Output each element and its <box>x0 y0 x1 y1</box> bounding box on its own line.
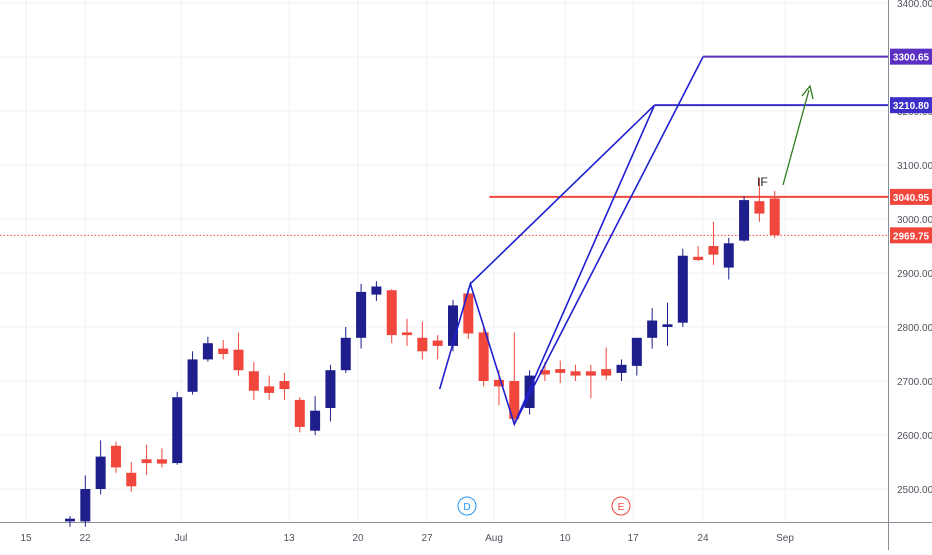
candle-body <box>524 375 535 408</box>
annotation-label: IF <box>757 175 768 189</box>
y-tick-label: 2700.00 <box>897 377 932 388</box>
candle-body <box>585 371 596 376</box>
event-marker <box>457 496 477 516</box>
candle-body <box>509 381 520 419</box>
candle-body <box>417 337 428 352</box>
x-axis: 15 22 Jul 13 20 27 Aug 10 17 24 Sep <box>20 533 794 544</box>
price-label: 3210.80 <box>893 101 930 112</box>
y-tick-label: 3000.00 <box>897 215 932 226</box>
candle-body <box>95 456 106 489</box>
price-label-box <box>890 227 932 244</box>
candle-body <box>463 293 474 334</box>
event-marker <box>611 496 631 516</box>
y-tick-label: 2800.00 <box>897 323 932 334</box>
price-label-box <box>890 48 932 65</box>
candle-body <box>156 459 167 464</box>
candle-body <box>172 397 183 464</box>
price-label: 2969.75 <box>893 231 930 242</box>
candle-body <box>555 369 566 373</box>
candle-body <box>126 472 137 487</box>
candle-body <box>478 332 489 381</box>
candle-body <box>708 246 719 255</box>
candle-body <box>570 371 581 376</box>
candle-body <box>539 370 550 375</box>
x-tick-label: 20 <box>352 533 364 544</box>
candle-body <box>647 320 658 338</box>
y-tick-label: 3100.00 <box>897 161 932 172</box>
x-tick-label: Aug <box>485 533 503 544</box>
x-tick-label: 27 <box>421 533 433 544</box>
x-tick-label: 13 <box>283 533 295 544</box>
candles <box>65 177 780 527</box>
candle-body <box>432 340 443 346</box>
price-label-box <box>890 188 932 205</box>
event-marker-label: D <box>463 502 470 513</box>
candle-body <box>233 349 244 371</box>
candle-body <box>723 243 734 268</box>
candle-body <box>340 337 351 371</box>
price-label: 3300.65 <box>893 53 930 64</box>
x-tick-label: 22 <box>79 533 91 544</box>
projection-arrow-head <box>801 84 814 100</box>
axis-corner <box>889 523 932 550</box>
event-marker-label: E <box>618 502 625 513</box>
candle-body <box>693 256 704 261</box>
candle-body <box>356 291 367 338</box>
y-tick-label: 2900.00 <box>897 269 932 280</box>
x-tick-label: Sep <box>776 533 794 544</box>
y-axis: 2500.00 2600.00 2700.00 2800.00 2900.00 3000.… <box>897 0 932 496</box>
harmonic-pattern-b <box>513 56 704 425</box>
candle-body <box>310 410 321 431</box>
candle-body <box>739 200 750 241</box>
candle-body <box>294 399 305 427</box>
candle-body <box>218 348 229 354</box>
candle-body <box>279 381 290 390</box>
x-tick-label: Jul <box>175 533 188 544</box>
candle-body <box>187 359 198 392</box>
candle-body <box>141 459 152 464</box>
x-tick-label: 10 <box>559 533 571 544</box>
candle-body <box>448 305 458 346</box>
price-label: 3040.95 <box>893 193 930 204</box>
candle-body <box>601 369 612 376</box>
candle-body <box>754 201 765 214</box>
y-tick-label: 2600.00 <box>897 431 932 442</box>
candle-body <box>386 290 397 336</box>
candle-body <box>80 489 91 522</box>
candle-body <box>110 445 121 468</box>
projection-arrow <box>782 89 810 186</box>
candle-body <box>402 332 413 336</box>
y-tick-label: 2500.00 <box>897 485 932 496</box>
candle-body <box>662 324 673 327</box>
candle-body <box>616 364 627 373</box>
candle-body <box>202 343 213 360</box>
candle-body <box>769 198 780 236</box>
candle-body <box>65 518 75 522</box>
y-tick-label: 3400.00 <box>897 0 932 10</box>
candle-body <box>248 371 259 391</box>
candle-body <box>264 386 275 393</box>
candle-body <box>371 286 382 295</box>
price-label-box <box>890 97 932 114</box>
candle-body <box>677 255 688 323</box>
x-tick-label: 15 <box>20 533 32 544</box>
x-tick-label: 17 <box>627 533 639 544</box>
candle-body <box>493 379 504 387</box>
candle-body <box>631 337 642 366</box>
plot-area <box>0 0 888 522</box>
x-tick-label: 24 <box>697 533 709 544</box>
candle-body <box>325 370 336 408</box>
